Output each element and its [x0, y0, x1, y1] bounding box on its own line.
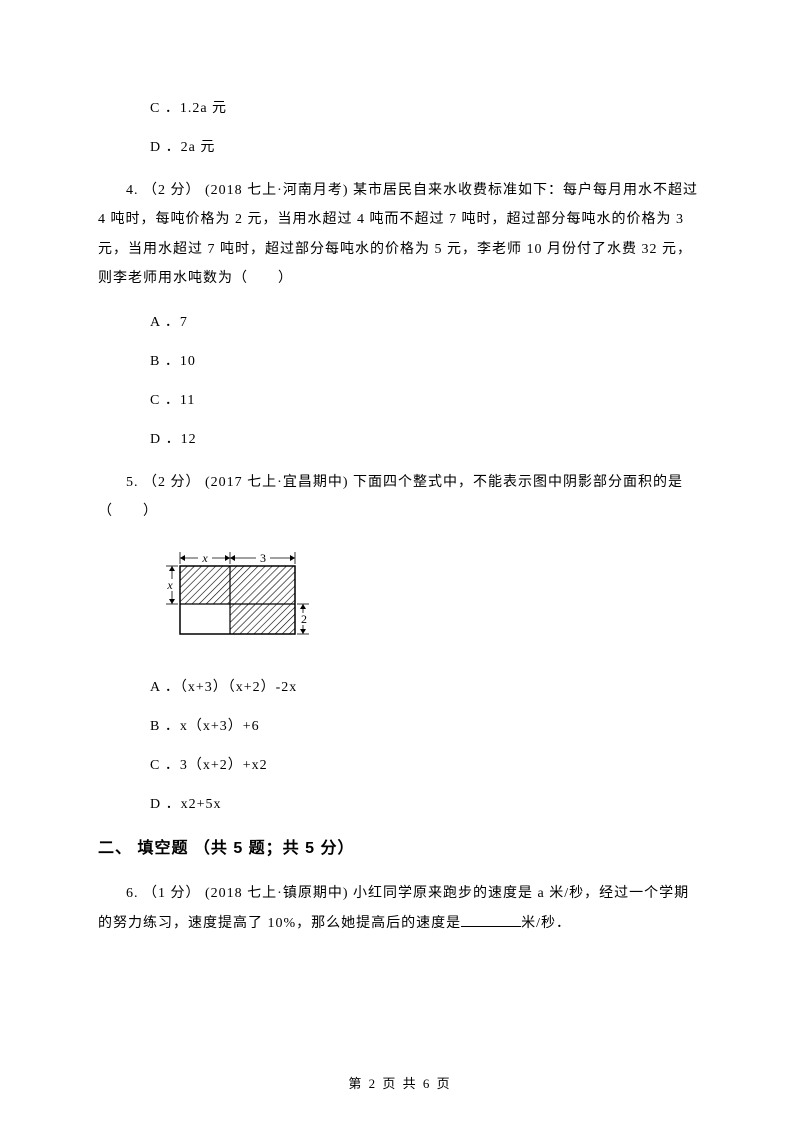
q6-suffix: 米/秒．: [521, 916, 571, 931]
question-4-text: 4. （2 分） (2018 七上·河南月考) 某市居民自来水收费标准如下：每户…: [98, 176, 702, 294]
option-c-top: C ．1.2a 元: [150, 98, 702, 119]
q5-option-a: A ．（x+3）（x+2）-2x: [150, 677, 702, 698]
q4-option-d: D ．12: [150, 429, 702, 450]
page-footer: 第 2 页 共 6 页: [0, 1073, 800, 1092]
label-x-top: x: [201, 551, 208, 565]
option-d-top: D ．2a 元: [150, 137, 702, 158]
question-6: 6. （1 分） (2018 七上·镇原期中) 小红同学原来跑步的速度是 a 米…: [98, 879, 702, 938]
section-2-header: 二、 填空题 （共 5 题；共 5 分）: [98, 837, 702, 861]
q4-option-a: A ．7: [150, 312, 702, 333]
label-2-right: 2: [301, 612, 307, 626]
q5-option-d: D ．x2+5x: [150, 794, 702, 815]
q5-option-c: C ．3（x+2）+x2: [150, 755, 702, 776]
shaded-area-diagram: x 3 x 2: [150, 544, 330, 659]
question-5-text: 5. （2 分） (2017 七上·宜昌期中) 下面四个整式中，不能表示图中阴影…: [98, 468, 702, 527]
q6-prefix: 6. （1 分） (2018 七上·镇原期中) 小红同学原来跑步的速度是 a 米…: [98, 886, 689, 930]
q4-option-c: C ．11: [150, 390, 702, 411]
q5-figure: x 3 x 2: [150, 544, 330, 659]
q5-option-b: B ．x（x+3）+6: [150, 716, 702, 737]
page-content: C ．1.2a 元 D ．2a 元 4. （2 分） (2018 七上·河南月考…: [0, 0, 800, 996]
label-3-top: 3: [260, 551, 266, 565]
label-x-left: x: [166, 578, 173, 592]
q4-option-b: B ．10: [150, 351, 702, 372]
q6-blank: [461, 912, 521, 927]
